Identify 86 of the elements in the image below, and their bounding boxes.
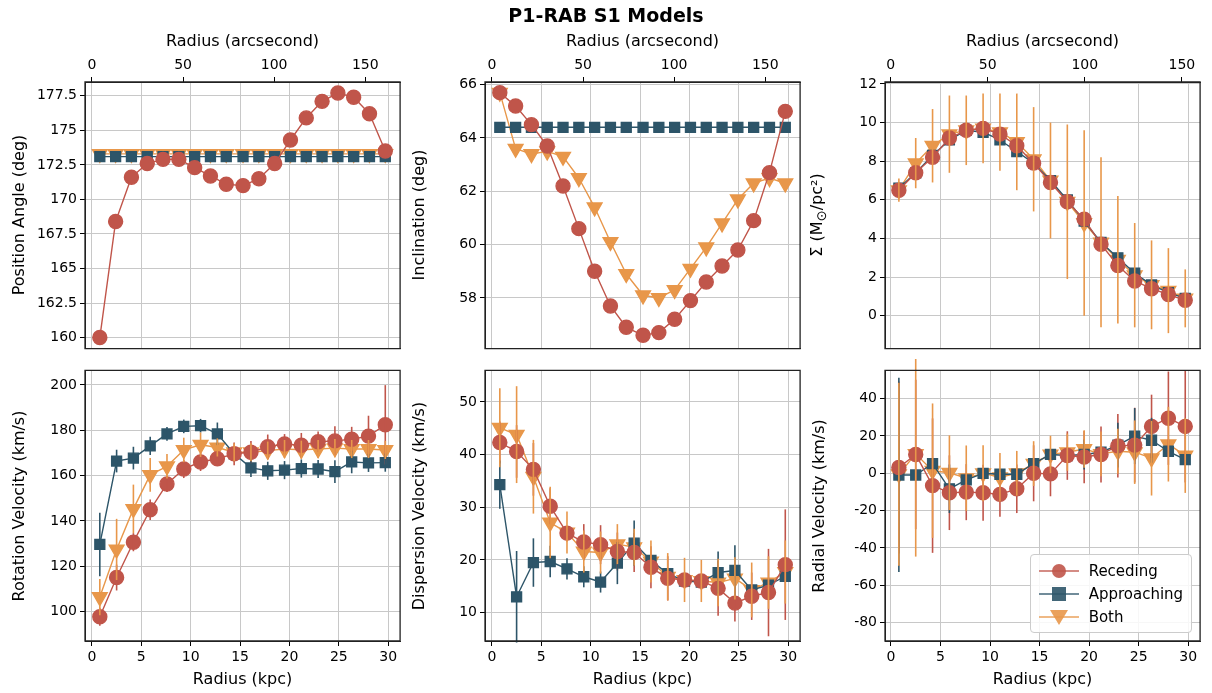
y-tick-label: 167.5	[36, 224, 77, 241]
x2-tick-label: 100	[660, 56, 688, 73]
y-tick-label: 10	[859, 113, 877, 130]
x-axis-title: Radius (kpc)	[592, 668, 693, 688]
y-tick-label: 40	[459, 445, 477, 462]
y-axis-title: Radial Velocity (km/s)	[808, 418, 828, 593]
x-tick-label: 30	[1179, 648, 1198, 665]
x-tick-label: 5	[936, 648, 945, 665]
y-tick-label: 175	[50, 120, 77, 137]
legend-label: Both	[1088, 607, 1124, 626]
x-axis-title: Radius (kpc)	[992, 668, 1093, 688]
x2-axis-title: Radius (arcsecond)	[966, 30, 1120, 50]
y-tick-label: 200	[50, 375, 77, 392]
y-tick-label: 50	[459, 392, 477, 409]
x-tick-label: 30	[779, 648, 798, 665]
x2-tick-label: 0	[487, 56, 497, 73]
x2-tick-label: 0	[886, 56, 896, 73]
y-tick-label: 40	[859, 389, 877, 406]
x2-tick-label: 50	[978, 56, 997, 73]
y-tick-label: 30	[459, 497, 477, 514]
x2-tick-label: 50	[574, 56, 592, 73]
y-tick-label: 2	[868, 267, 877, 284]
x-tick-label: 10	[981, 648, 999, 665]
y-tick-label: 160	[50, 466, 77, 483]
x2-tick-label: 100	[260, 56, 288, 73]
x2-axis-title: Radius (arcsecond)	[166, 30, 320, 50]
x-tick-label: 25	[329, 648, 348, 665]
x-tick-label: 15	[631, 648, 649, 665]
y-tick-label: 0	[868, 306, 877, 323]
x-tick-label: 10	[581, 648, 600, 665]
legend-label: Approaching	[1088, 584, 1184, 603]
y-tick-label: 20	[459, 550, 477, 567]
y-tick-label: 64	[459, 128, 478, 145]
y-tick-label: -40	[854, 538, 877, 555]
y-tick-label: 100	[50, 602, 77, 619]
y-tick-label: 180	[50, 420, 77, 437]
y-tick-label: 20	[859, 426, 877, 443]
x-tick-label: 20	[280, 648, 299, 665]
y-axis-title: Dispersion Velocity (km/s)	[408, 401, 428, 610]
y-tick-label: 12	[859, 74, 877, 91]
y-tick-label: 172.5	[36, 155, 77, 172]
y-tick-label: -80	[854, 613, 877, 630]
y-tick-label: 162.5	[36, 293, 77, 310]
y-tick-label: 0	[868, 463, 877, 480]
x-tick-label: 0	[886, 648, 896, 665]
y-axis-title: Rotation Velocity (km/s)	[8, 410, 28, 602]
y-tick-label: -60	[854, 575, 877, 592]
x-tick-label: 15	[1030, 648, 1049, 665]
x2-tick-label: 100	[1071, 56, 1099, 73]
y-tick-label: 8	[868, 151, 877, 168]
x-tick-label: 0	[87, 648, 97, 665]
x2-tick-label: 50	[174, 56, 192, 73]
x-tick-label: 20	[680, 648, 699, 665]
x-tick-label: 20	[1080, 648, 1099, 665]
x-tick-label: 25	[1129, 648, 1148, 665]
y-tick-label: 58	[459, 288, 477, 305]
x-tick-label: 5	[136, 648, 146, 665]
x2-axis-title: Radius (arcsecond)	[566, 30, 720, 50]
x-tick-label: 30	[379, 648, 398, 665]
x2-tick-label: 150	[751, 56, 779, 73]
x2-tick-label: 0	[87, 56, 97, 73]
x2-tick-label: 150	[1168, 56, 1196, 73]
y-tick-label: 66	[459, 75, 478, 92]
chart-title: P1-RAB S1 Models	[507, 4, 705, 26]
y-tick-label: 140	[50, 511, 77, 528]
y-axis-title: Position Angle (deg)	[8, 134, 28, 296]
y-tick-label: -20	[854, 501, 877, 518]
x2-tick-label: 150	[351, 56, 379, 73]
y-tick-label: 165	[50, 259, 77, 276]
y-tick-label: 177.5	[36, 86, 77, 103]
y-axis-title: Inclination (deg)	[408, 149, 428, 281]
y-tick-label: 120	[50, 556, 77, 573]
x-tick-label: 0	[487, 648, 497, 665]
legend-label: Receding	[1088, 561, 1158, 580]
x-tick-label: 15	[231, 648, 249, 665]
x-axis-title: Radius (kpc)	[192, 668, 293, 688]
y-tick-label: 10	[459, 603, 477, 620]
y-tick-label: 170	[50, 190, 77, 207]
y-tick-label: 160	[50, 328, 77, 345]
y-tick-label: 62	[459, 181, 477, 198]
y-tick-label: 4	[868, 229, 878, 246]
x-tick-label: 10	[181, 648, 200, 665]
y-tick-label: 6	[868, 190, 878, 207]
x-tick-label: 25	[729, 648, 748, 665]
y-tick-label: 60	[459, 235, 477, 252]
x-tick-label: 5	[536, 648, 546, 665]
